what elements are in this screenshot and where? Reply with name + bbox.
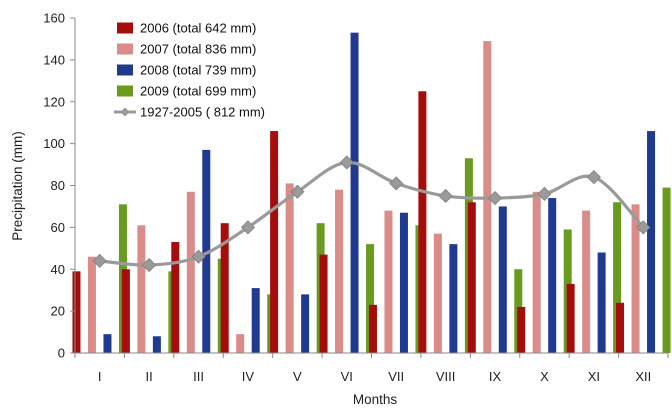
x-axis-title: Months <box>353 392 398 407</box>
x-tick-label: X <box>540 369 549 384</box>
x-tick-label: IX <box>489 369 502 384</box>
bar <box>121 269 130 353</box>
legend: 2006 (total 642 mm) 2007 (total 836 mm) 20… <box>114 21 265 120</box>
x-tick-label: I <box>98 369 102 384</box>
bar <box>301 294 310 353</box>
line-series <box>92 155 651 273</box>
line-marker <box>142 257 157 273</box>
bar <box>467 202 476 353</box>
line-marker <box>438 188 453 204</box>
bar <box>613 202 622 353</box>
y-tick-label: 80 <box>51 178 65 193</box>
bar <box>368 304 377 353</box>
legend-label: 2009 (total 699 mm) <box>140 84 256 99</box>
bar <box>366 244 375 353</box>
legend-label: 1927-2005 ( 812 mm) <box>140 105 265 120</box>
x-tick-label: IV <box>242 369 255 384</box>
bar <box>548 198 557 353</box>
bar <box>236 334 245 353</box>
y-tick-label: 140 <box>43 52 65 67</box>
bar <box>72 271 81 353</box>
legend-label: 2007 (total 836 mm) <box>140 42 256 57</box>
y-tick-label: 20 <box>51 304 65 319</box>
bar <box>662 187 671 353</box>
bar <box>647 131 656 353</box>
line-marker <box>487 190 503 206</box>
line-marker <box>290 184 305 199</box>
y-tick-label: 100 <box>43 136 65 151</box>
legend-swatch <box>117 85 133 97</box>
legend-label: 2008 (total 739 mm) <box>140 63 256 78</box>
bar <box>103 334 112 353</box>
line-marker <box>92 253 107 268</box>
bar <box>285 183 294 353</box>
line-marker <box>389 176 404 191</box>
bar <box>152 336 161 353</box>
bar <box>597 252 606 353</box>
y-axis-title: Precipitation (mm) <box>10 131 25 241</box>
bar <box>532 191 541 353</box>
bar <box>418 91 427 353</box>
legend-marker <box>120 107 130 117</box>
line-marker <box>537 186 552 201</box>
bar <box>449 244 458 353</box>
bar <box>399 212 408 353</box>
line-marker <box>339 155 354 170</box>
bar <box>566 283 575 353</box>
x-axis-ticks: I II III IV V VI VII VIII IX X XI XII <box>98 369 651 384</box>
x-tick-label: V <box>293 369 302 384</box>
x-tick-label: II <box>146 369 153 384</box>
bar <box>350 32 359 353</box>
y-tick-label: 160 <box>43 11 65 26</box>
x-tick-label: VI <box>341 369 353 384</box>
legend-swatch <box>117 43 133 55</box>
y-axis-ticks: 0 20 40 60 80 100 120 140 160 <box>43 11 65 361</box>
y-tick-label: 60 <box>51 220 65 235</box>
bar <box>186 191 195 353</box>
y-tick-label: 120 <box>43 94 65 109</box>
axes <box>70 17 669 358</box>
legend-swatch <box>117 64 133 76</box>
x-tick-label: XI <box>588 369 600 384</box>
bar <box>498 206 507 353</box>
bar <box>616 302 625 353</box>
bar <box>319 254 328 353</box>
bar <box>631 204 640 353</box>
bar <box>582 210 591 353</box>
bar <box>270 131 279 353</box>
line-marker <box>636 220 651 235</box>
bar <box>171 242 180 353</box>
bar <box>251 288 260 353</box>
x-tick-label: VIII <box>436 369 456 384</box>
y-tick-label: 0 <box>58 346 65 361</box>
bar <box>335 189 344 353</box>
bar <box>87 256 96 353</box>
bar <box>384 210 393 353</box>
line-marker <box>586 170 601 185</box>
legend-swatch <box>117 22 133 34</box>
y-tick-label: 40 <box>51 262 65 277</box>
bar <box>517 306 526 353</box>
bar <box>220 223 229 353</box>
x-tick-label: XII <box>635 369 651 384</box>
bar <box>433 233 442 353</box>
bar-series <box>72 32 671 353</box>
x-tick-label: VII <box>388 369 404 384</box>
bar <box>137 225 146 353</box>
x-tick-label: III <box>193 369 204 384</box>
line-marker <box>240 220 256 235</box>
legend-label: 2006 (total 642 mm) <box>140 21 256 36</box>
line-marker <box>191 249 206 264</box>
